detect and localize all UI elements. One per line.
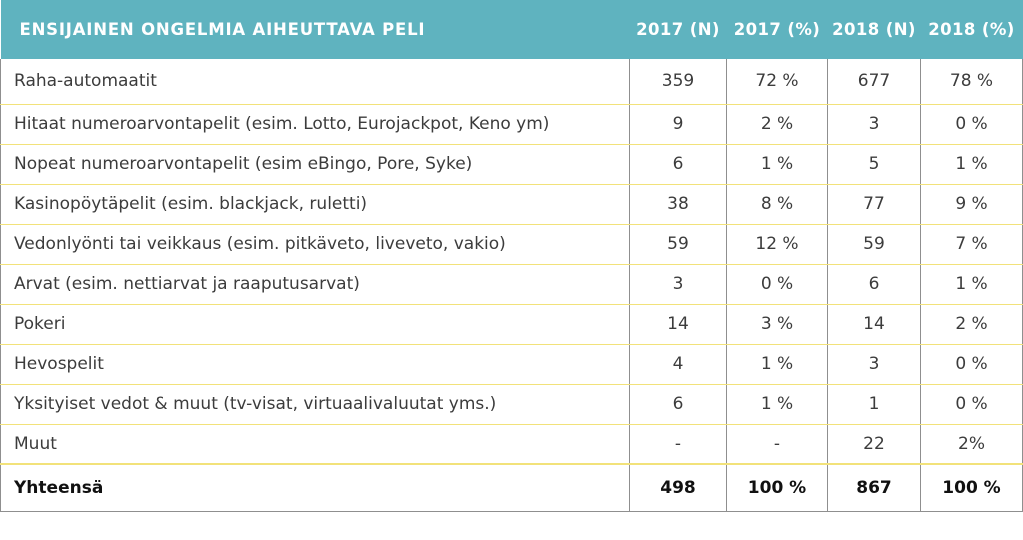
- cell-n2018: 3: [827, 104, 921, 145]
- cell-game: Hitaat numeroarvontapelit (esim. Lotto, …: [0, 104, 630, 145]
- table-row: Pokeri 14 3 % 14 2 %: [0, 304, 1023, 345]
- cell-p2018: 1 %: [920, 264, 1023, 305]
- cell-p2017: 0 %: [726, 264, 828, 305]
- header-n2017: 2017 (N): [636, 20, 720, 39]
- cell-n2018: 1: [827, 384, 921, 425]
- table-row: Hevospelit 4 1 % 3 0 %: [0, 344, 1023, 385]
- cell-n2017: 9: [629, 104, 727, 145]
- cell-n2017: 4: [629, 344, 727, 385]
- cell-p2018: 7 %: [920, 224, 1023, 265]
- cell-n2017: 59: [629, 224, 727, 265]
- cell-p2017: 1 %: [726, 144, 828, 185]
- cell-game: Arvat (esim. nettiarvat ja raaputusarvat…: [0, 264, 630, 305]
- cell-n2017: 14: [629, 304, 727, 345]
- cell-n2018: 677: [827, 59, 921, 105]
- cell-game: Vedonlyönti tai veikkaus (esim. pitkävet…: [0, 224, 630, 265]
- table-row: Yksityiset vedot & muut (tv-visat, virtu…: [0, 384, 1023, 425]
- table-row: Raha-automaatit 359 72 % 677 78 %: [0, 59, 1023, 105]
- total-label: Yhteensä: [0, 463, 630, 512]
- cell-n2017: 6: [629, 144, 727, 185]
- cell-game: Yksityiset vedot & muut (tv-visat, virtu…: [0, 384, 630, 425]
- header-p2017: 2017 (%): [733, 20, 821, 39]
- cell-game: Hevospelit: [0, 344, 630, 385]
- table-row: Nopeat numeroarvontapelit (esim eBingo, …: [0, 144, 1023, 185]
- cell-n2017: 38: [629, 184, 727, 225]
- cell-n2018: 59: [827, 224, 921, 265]
- table-row: Muut - - 22 2%: [0, 424, 1023, 465]
- total-p2018: 100 %: [920, 463, 1023, 512]
- cell-n2018: 77: [827, 184, 921, 225]
- cell-p2017: -: [726, 424, 828, 465]
- cell-p2018: 2 %: [920, 304, 1023, 345]
- cell-p2017: 12 %: [726, 224, 828, 265]
- cell-p2017: 2 %: [726, 104, 828, 145]
- total-p2017: 100 %: [726, 463, 828, 512]
- cell-p2018: 0 %: [920, 104, 1023, 145]
- cell-n2017: 6: [629, 384, 727, 425]
- table-row: Vedonlyönti tai veikkaus (esim. pitkävet…: [0, 224, 1023, 265]
- header-n2018: 2018 (N): [832, 20, 916, 39]
- cell-p2018: 0 %: [920, 384, 1023, 425]
- table-header: ENSIJAINEN ONGELMIA AIHEUTTAVA PELI 2017…: [0, 0, 1023, 59]
- cell-p2018: 78 %: [920, 59, 1023, 105]
- cell-n2018: 6: [827, 264, 921, 305]
- cell-n2017: 3: [629, 264, 727, 305]
- header-row: ENSIJAINEN ONGELMIA AIHEUTTAVA PELI 2017…: [0, 0, 1023, 59]
- cell-p2017: 1 %: [726, 384, 828, 425]
- cell-n2018: 14: [827, 304, 921, 345]
- cell-game: Pokeri: [0, 304, 630, 345]
- cell-game: Nopeat numeroarvontapelit (esim eBingo, …: [0, 144, 630, 185]
- cell-p2018: 1 %: [920, 144, 1023, 185]
- cell-game: Kasinopöytäpelit (esim. blackjack, rulet…: [0, 184, 630, 225]
- cell-p2017: 72 %: [726, 59, 828, 105]
- cell-game: Muut: [0, 424, 630, 465]
- total-n2018: 867: [827, 463, 921, 512]
- header-game: ENSIJAINEN ONGELMIA AIHEUTTAVA PELI: [19, 20, 426, 39]
- table-row: Kasinopöytäpelit (esim. blackjack, rulet…: [0, 184, 1023, 225]
- cell-n2018: 3: [827, 344, 921, 385]
- cell-p2017: 8 %: [726, 184, 828, 225]
- table-row: Hitaat numeroarvontapelit (esim. Lotto, …: [0, 104, 1023, 145]
- problem-games-table: ENSIJAINEN ONGELMIA AIHEUTTAVA PELI 2017…: [0, 0, 1023, 512]
- cell-p2018: 9 %: [920, 184, 1023, 225]
- cell-n2017: -: [629, 424, 727, 465]
- header-p2018: 2018 (%): [928, 20, 1015, 39]
- table-row: Arvat (esim. nettiarvat ja raaputusarvat…: [0, 264, 1023, 305]
- cell-p2017: 3 %: [726, 304, 828, 345]
- cell-n2018: 5: [827, 144, 921, 185]
- cell-n2018: 22: [827, 424, 921, 465]
- cell-p2017: 1 %: [726, 344, 828, 385]
- cell-game: Raha-automaatit: [0, 59, 630, 105]
- cell-n2017: 359: [629, 59, 727, 105]
- cell-p2018: 2%: [920, 424, 1023, 465]
- cell-p2018: 0 %: [920, 344, 1023, 385]
- total-row: Yhteensä 498 100 % 867 100 %: [0, 463, 1023, 512]
- table-body: Raha-automaatit 359 72 % 677 78 % Hitaat…: [0, 59, 1023, 512]
- total-n2017: 498: [629, 463, 727, 512]
